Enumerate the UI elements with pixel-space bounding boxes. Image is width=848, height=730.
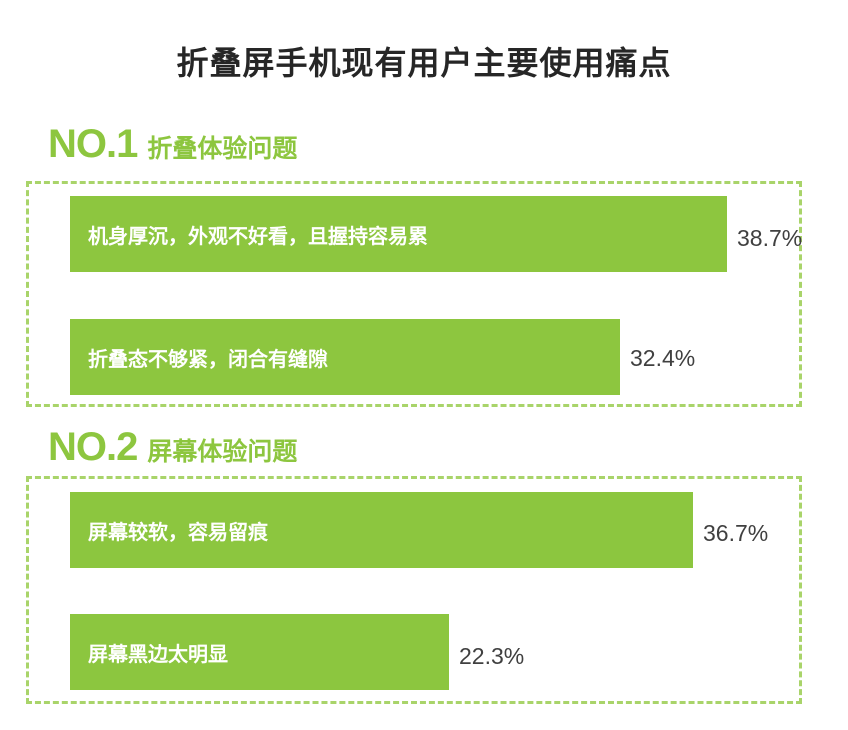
bar-value-g1-2: 32.4% [630, 345, 696, 371]
bar-label: 屏幕黑边太明显 [88, 641, 228, 666]
section-rank-2: NO.2 [48, 425, 138, 469]
bar-label: 折叠态不够紧，闭合有缝隙 [88, 346, 328, 371]
section-header-1: NO.1 折叠体验问题 [48, 122, 297, 167]
bar-g1-2: 折叠态不够紧，闭合有缝隙 [70, 319, 620, 395]
section-box-2 [26, 476, 802, 704]
bar-value-g2-2: 22.3% [459, 643, 525, 669]
bar-g2-1: 屏幕较软，容易留痕 [70, 492, 693, 568]
bar-label: 机身厚沉，外观不好看，且握持容易累 [88, 223, 428, 248]
section-name-1: 折叠体验问题 [147, 134, 298, 163]
bar-g2-2: 屏幕黑边太明显 [70, 614, 449, 690]
section-box-1 [26, 181, 802, 407]
section-name-2: 屏幕体验问题 [147, 437, 298, 466]
section-rank-1: NO.1 [48, 122, 138, 166]
bar-value-g1-1: 38.7% [737, 225, 803, 251]
bar-label: 屏幕较软，容易留痕 [88, 519, 268, 544]
section-header-2: NO.2 屏幕体验问题 [48, 425, 297, 470]
bar-value-g2-1: 36.7% [703, 520, 769, 546]
bar-g1-1: 机身厚沉，外观不好看，且握持容易累 [70, 196, 727, 272]
chart-title: 折叠屏手机现有用户主要使用痛点 [176, 44, 672, 82]
